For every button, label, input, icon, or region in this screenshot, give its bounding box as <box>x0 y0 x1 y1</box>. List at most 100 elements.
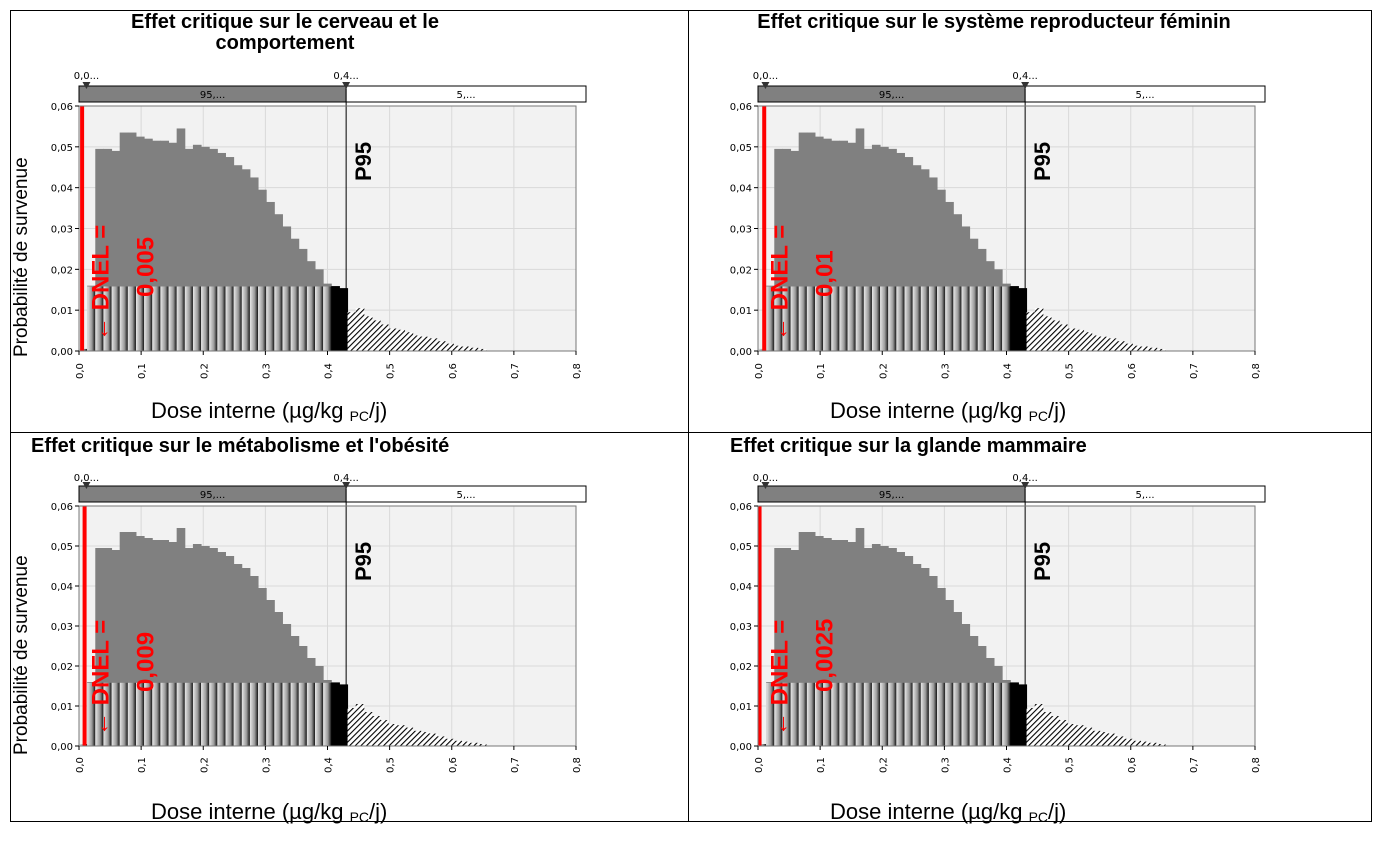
histogram-bar-shade <box>985 682 995 746</box>
histogram-bar <box>863 148 873 351</box>
histogram-bar-shade <box>790 682 800 746</box>
histogram-bar <box>192 544 202 746</box>
x-tick-label: 0,0 <box>75 363 86 379</box>
histogram-bar-shade <box>144 682 153 746</box>
histogram-bar-shade <box>95 682 104 746</box>
histogram-bar-shade <box>977 286 987 351</box>
x-tick-label: 0,6 <box>1127 363 1138 379</box>
x-tick-label: 0,4 <box>1003 363 1014 379</box>
histogram-bar <box>880 146 889 351</box>
histogram-bar-shade <box>119 682 129 746</box>
histogram-bar-shade <box>969 682 979 746</box>
histogram-bar-shade <box>782 682 792 746</box>
histogram-bar-shade <box>814 682 824 746</box>
histogram-bar-shade <box>209 682 218 746</box>
x-tick-label: 0,8 <box>572 363 583 379</box>
y-tick-label: 0,03 <box>730 225 752 236</box>
histogram-bar <box>266 600 275 746</box>
x-tick-label: 0,6 <box>448 363 459 379</box>
histogram-bar-shade <box>847 286 857 351</box>
histogram-bar <box>782 548 792 746</box>
histogram-bar-shade <box>806 682 816 746</box>
histogram-bar <box>184 548 194 746</box>
x-axis-label-end: /j) <box>1048 398 1067 423</box>
histogram-bar-tail <box>388 328 397 351</box>
histogram-bar <box>847 142 857 351</box>
histogram-bar-tail <box>1091 335 1101 351</box>
chart-panel-reproductive: Effet critique sur le système reproducte… <box>690 11 1368 431</box>
histogram-bar <box>896 552 905 746</box>
y-tick-label: 0,00 <box>730 347 752 358</box>
histogram-bar-shade <box>119 286 129 351</box>
histogram-bar-shade <box>814 286 824 351</box>
band-marker <box>761 82 770 89</box>
histogram-bar-shade <box>176 682 186 746</box>
histogram-bar-shade <box>920 682 930 746</box>
p95-label: P95 <box>1030 542 1055 581</box>
histogram-bar-shade <box>912 286 922 351</box>
dnel-annotation: ← DNEL = <box>88 225 115 341</box>
histogram-bar-shade <box>87 286 96 351</box>
histogram-bar-shade <box>87 682 96 746</box>
histogram-bar <box>233 165 243 351</box>
histogram-bar-tail <box>355 308 365 351</box>
histogram-bar-shade <box>1002 286 1011 351</box>
histogram-bar-tail <box>396 329 406 351</box>
x-tick-label: 0,8 <box>1251 363 1262 379</box>
band-right-pct: 5,... <box>457 490 476 501</box>
histogram-bar-shade <box>896 286 905 351</box>
histogram-plot: 0,00 0,01 0,02 0,03 0,04 0,05 0,06 0,0 0,1 0,2 0,3… <box>730 71 1266 379</box>
histogram-bar-shade <box>298 682 308 746</box>
histogram-bar-shade <box>201 286 210 351</box>
histogram-bar <box>331 682 340 746</box>
histogram-bar-shade <box>315 286 324 351</box>
histogram-bar-shade <box>306 682 316 746</box>
histogram-bar <box>1018 288 1028 351</box>
x-tick-label: 0,3 <box>261 363 272 379</box>
histogram-bar <box>774 148 783 351</box>
x-tick-label: 0,7 <box>1189 757 1200 773</box>
band-left-value: 0,0... <box>753 473 778 484</box>
histogram-bar-shade <box>888 682 897 746</box>
histogram-bar-tail <box>428 338 438 351</box>
histogram-bar <box>225 157 235 351</box>
band-left-pct: 95,... <box>879 90 904 101</box>
histogram-bar <box>209 148 218 351</box>
dnel-annotation: ← DNEL = <box>767 620 794 736</box>
histogram-bar-shade <box>249 682 259 746</box>
histogram-bar <box>937 189 946 351</box>
x-tick-label: 0,7 <box>510 363 521 379</box>
histogram-bar-tail <box>1124 738 1133 746</box>
histogram-bar-tail <box>1140 346 1150 351</box>
band-marker <box>1021 482 1030 489</box>
band-left-pct: 95,... <box>200 490 225 501</box>
x-tick-label: 0,1 <box>137 757 148 773</box>
histogram-bar-shade <box>961 286 971 351</box>
y-tick-label: 0,00 <box>51 347 73 358</box>
figure-grid <box>10 10 1372 822</box>
histogram-bar-shade <box>209 286 218 351</box>
histogram-bar-tail <box>396 725 406 746</box>
histogram-bar-shade <box>249 286 259 351</box>
histogram-bar <box>217 552 226 746</box>
histogram-bar-tail <box>1156 348 1166 351</box>
histogram-bar <box>103 548 113 746</box>
histogram-bar-tail <box>1099 732 1109 746</box>
band-right-pct: 5,... <box>1136 90 1155 101</box>
histogram-bar-shade <box>306 286 316 351</box>
histogram-bar <box>953 612 962 746</box>
histogram-bar <box>823 138 832 351</box>
band-marker <box>1021 82 1030 89</box>
x-tick-label: 0,5 <box>1065 757 1076 773</box>
histogram-bar <box>1010 682 1019 746</box>
histogram-bar-shade <box>160 682 170 746</box>
histogram-bar <box>274 214 283 351</box>
histogram-bar <box>912 165 922 351</box>
histogram-bar <box>176 528 186 746</box>
histogram-bar-shade <box>201 682 210 746</box>
histogram-bar <box>790 550 800 746</box>
histogram-bar <box>144 138 153 351</box>
dnel-annotation: ← DNEL = <box>767 225 794 341</box>
histogram-bar-shade <box>766 682 775 746</box>
histogram-bar-tail <box>461 346 471 351</box>
